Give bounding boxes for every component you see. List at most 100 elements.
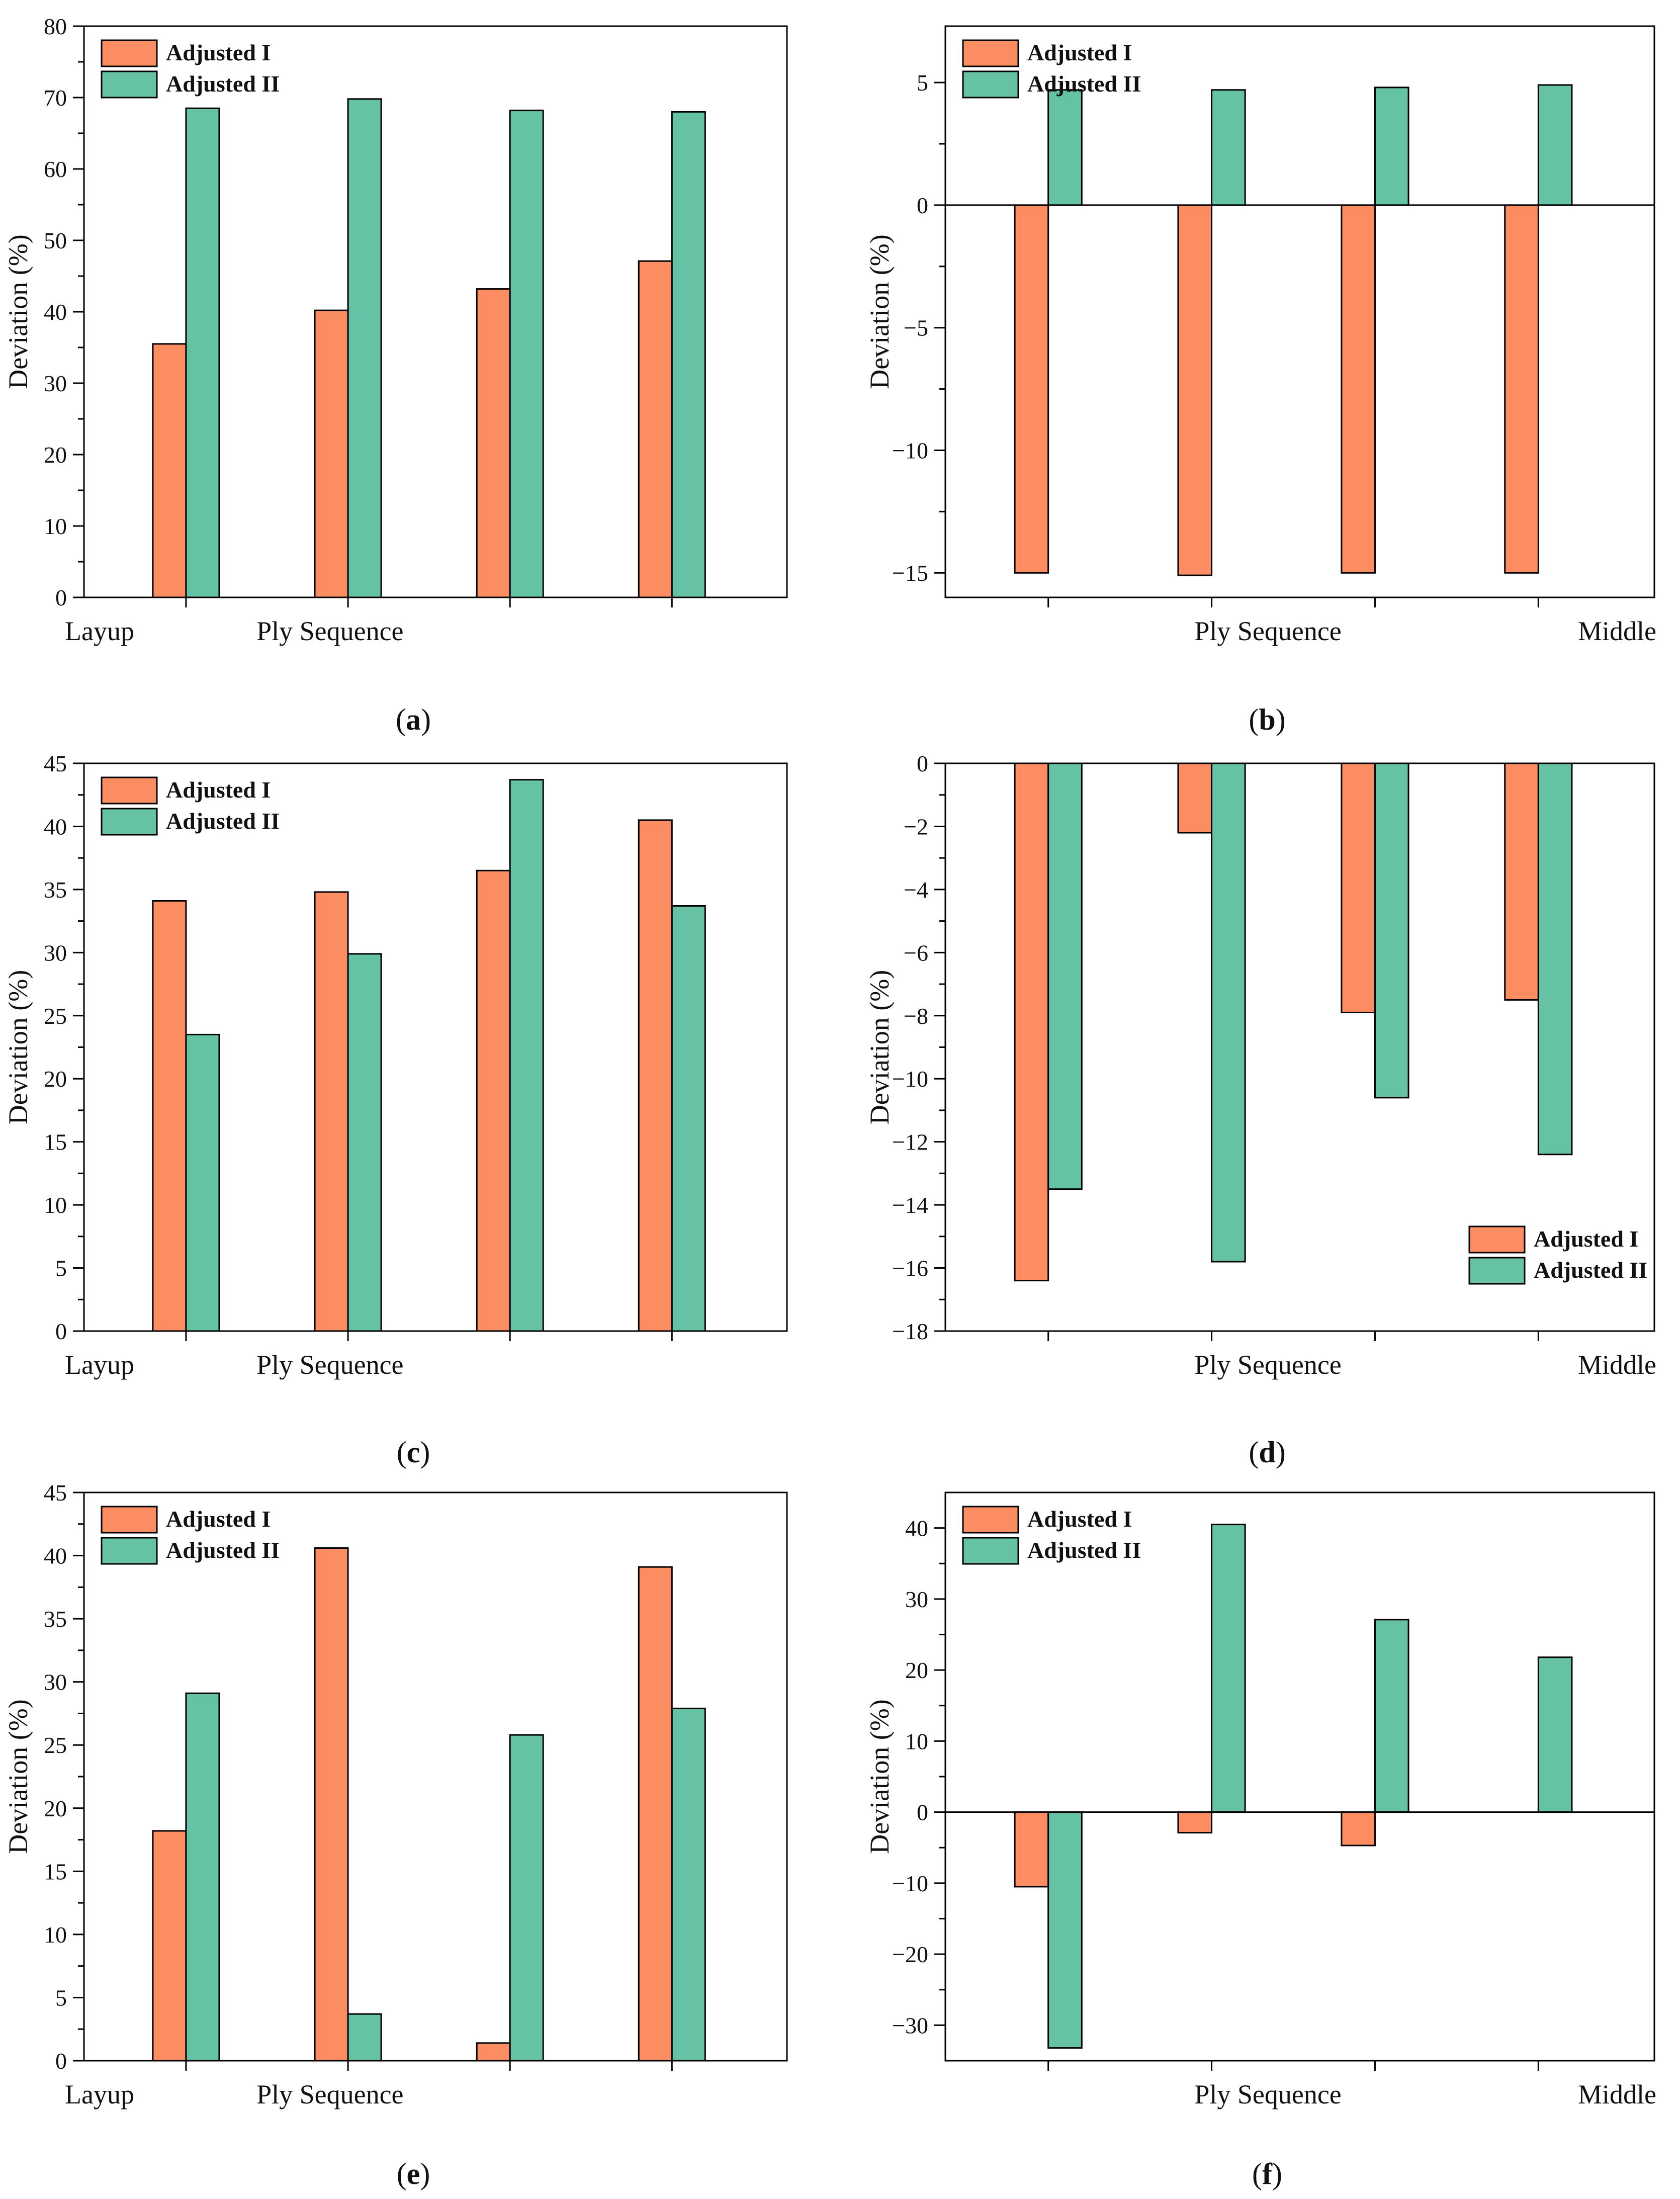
legend-label-adjusted-2: Adjusted II — [166, 71, 280, 97]
legend-swatch-adjusted-2 — [101, 808, 158, 836]
bar-adjusted-1-group-2 — [314, 309, 349, 598]
y-tick-label: 5 — [55, 1256, 67, 1281]
caption-paren-open: ( — [1249, 1436, 1259, 1469]
bar-adjusted-2-group-3 — [1374, 1619, 1409, 1813]
y-tick-label: 40 — [44, 299, 67, 325]
bar-adjusted-2-group-3 — [1374, 762, 1409, 1099]
caption-paren-close: ) — [1276, 1436, 1286, 1469]
y-tick-label: 0 — [917, 751, 928, 776]
y-tick-label: 80 — [44, 14, 67, 39]
bar-adjusted-2-group-1 — [185, 107, 220, 598]
y-tick-label: 0 — [55, 585, 67, 610]
bar-adjusted-1-group-4 — [1504, 762, 1539, 1001]
x-label-layup: Layup — [65, 616, 134, 646]
caption-paren-open: ( — [1249, 703, 1259, 736]
y-tick-label: 10 — [44, 1192, 67, 1218]
legend: Adjusted I Adjusted II — [101, 776, 280, 836]
chart-panel-d: −18 −16 −14 −12 −10 −8 −6 −4 −2 0 Deviation (%) Ply… — [864, 751, 1656, 1469]
x-label-middle: Middle — [1578, 616, 1656, 646]
y-tick-label: 30 — [44, 940, 67, 965]
x-label-middle: Middle — [1578, 1350, 1656, 1380]
bar-adjusted-1-group-1 — [1014, 204, 1049, 574]
bar-adjusted-1-group-4 — [638, 1566, 673, 2062]
y-tick-label: 40 — [44, 1543, 67, 1569]
y-tick-label: 0 — [55, 1318, 67, 1344]
bar-adjusted-2-group-3 — [509, 1734, 544, 2062]
bar-adjusted-2-group-1 — [185, 1692, 220, 2062]
x-axis-title: Ply Sequence — [256, 2079, 403, 2109]
y-tick-label: 10 — [44, 513, 67, 539]
y-tick-label: −2 — [904, 814, 928, 839]
bar-adjusted-1-group-2 — [1177, 762, 1213, 834]
y-tick-label: 25 — [44, 1003, 67, 1029]
y-tick-label: 20 — [905, 1657, 928, 1683]
legend-swatch-adjusted-2 — [1468, 1257, 1526, 1285]
y-tick-label: 40 — [44, 814, 67, 839]
y-tick-label: 40 — [905, 1516, 928, 1541]
y-tick-label: 35 — [44, 877, 67, 903]
chart-panel-f: −30 −20 −10 0 10 20 30 40 Deviation (%) Ply Seque… — [864, 1491, 1656, 2190]
bar-adjusted-2-group-1 — [1047, 762, 1083, 1190]
bar-adjusted-1-group-1 — [152, 1830, 187, 2062]
caption-paren-open: ( — [396, 703, 406, 736]
x-axis-title: Ply Sequence — [1194, 2079, 1341, 2109]
y-tick-label: 5 — [55, 1985, 67, 2010]
y-tick-label: −8 — [904, 1003, 928, 1029]
y-tick-label: −20 — [892, 1942, 928, 1967]
legend-label-adjusted-2: Adjusted II — [1027, 71, 1141, 97]
bar-adjusted-2-group-3 — [1374, 86, 1409, 206]
bar-adjusted-2-group-4 — [671, 1707, 706, 2062]
bar-adjusted-2-group-4 — [1537, 762, 1573, 1156]
x-axis-title: Ply Sequence — [256, 1350, 403, 1380]
y-tick-label: 35 — [44, 1606, 67, 1632]
y-tick-label: −15 — [892, 560, 928, 586]
legend-label-adjusted-2: Adjusted II — [166, 1537, 280, 1563]
legend-label-adjusted-1: Adjusted I — [1027, 40, 1132, 65]
panel-caption: (e) — [397, 2157, 430, 2190]
legend-swatch-adjusted-1 — [101, 39, 158, 67]
y-axis-title: Deviation (%) — [864, 1699, 895, 1854]
y-axis-title: Deviation (%) — [3, 234, 33, 389]
y-tick-label: 30 — [44, 1669, 67, 1695]
panel-caption: (a) — [396, 703, 431, 736]
legend-label-adjusted-1: Adjusted I — [1027, 1506, 1132, 1532]
caption-paren-close: ) — [1276, 703, 1286, 736]
y-tick-label: 20 — [44, 1066, 67, 1092]
y-tick-label: −30 — [892, 2012, 928, 2038]
y-tick-label: 15 — [44, 1129, 67, 1155]
y-tick-label: 45 — [44, 1480, 67, 1506]
x-label-layup: Layup — [65, 2079, 134, 2109]
bar-adjusted-2-group-4 — [671, 111, 706, 598]
bar-adjusted-1-group-3 — [476, 869, 511, 1332]
y-tick-label: 10 — [905, 1728, 928, 1754]
y-tick-label: −12 — [892, 1129, 928, 1155]
y-axis-title: Deviation (%) — [3, 1699, 33, 1854]
legend-swatch-adjusted-2 — [962, 70, 1019, 99]
plot-frame — [944, 25, 1655, 598]
bar-adjusted-1-group-1 — [152, 900, 187, 1332]
y-tick-label: −10 — [892, 1871, 928, 1896]
bar-adjusted-2-group-4 — [671, 905, 706, 1332]
y-tick-label: −4 — [904, 877, 928, 903]
bar-adjusted-1-group-1 — [1014, 1811, 1049, 1888]
bar-adjusted-2-group-3 — [509, 779, 544, 1332]
caption-paren-close: ) — [1272, 2157, 1282, 2190]
legend-label-adjusted-2: Adjusted II — [166, 808, 280, 834]
y-tick-label: −16 — [892, 1256, 928, 1281]
bar-adjusted-2-group-2 — [1211, 762, 1246, 1263]
chart-panel-b: −15 −10 −5 0 5 Deviation (%) Ply Sequence Middl… — [864, 25, 1656, 736]
legend-label-adjusted-1: Adjusted I — [1534, 1226, 1638, 1252]
bar-adjusted-1-group-3 — [476, 288, 511, 598]
caption-paren-close: ) — [421, 703, 431, 736]
bar-adjusted-2-group-1 — [1047, 89, 1083, 206]
caption-paren-open: ( — [397, 2157, 407, 2190]
bar-adjusted-1-group-2 — [314, 891, 349, 1332]
caption-paren-open: ( — [1252, 2157, 1262, 2190]
x-label-layup: Layup — [65, 1350, 134, 1380]
chart-panel-a: 0 10 20 30 40 50 60 70 80 Deviation (%) Layup Ply S… — [3, 14, 788, 736]
bar-adjusted-2-group-3 — [509, 110, 544, 598]
bar-adjusted-2-group-2 — [1211, 89, 1246, 206]
y-tick-label: 50 — [44, 228, 67, 253]
y-tick-label: 30 — [905, 1587, 928, 1612]
